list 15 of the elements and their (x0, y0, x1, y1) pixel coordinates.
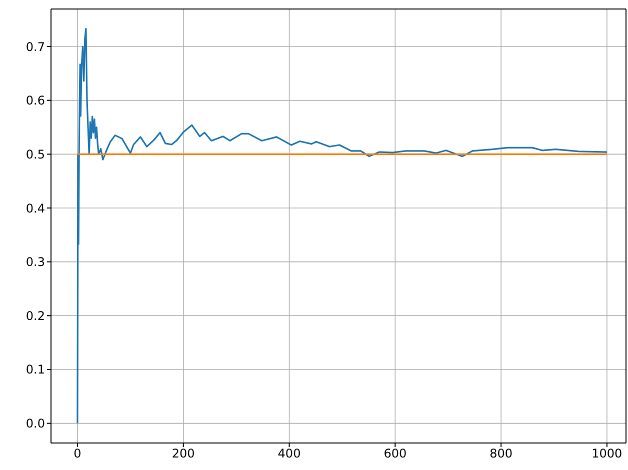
y-tick-label: 0.7 (26, 40, 45, 54)
y-tick-label: 0.4 (26, 201, 45, 216)
x-tick-label: 0 (74, 446, 82, 461)
x-tick-label: 1000 (592, 446, 622, 461)
y-tick-label: 0.5 (26, 147, 45, 162)
y-tick-label: 0.3 (26, 255, 45, 270)
y-tick-label: 0.1 (26, 362, 45, 377)
x-tick-label: 200 (172, 446, 195, 461)
y-tick-label: 0.6 (26, 94, 45, 108)
x-tick-label: 800 (490, 446, 512, 461)
line-series (76, 28, 608, 424)
x-tick-label: 600 (384, 446, 407, 461)
y-tick-label: 0.2 (26, 308, 45, 323)
y-tick-label: 0.0 (26, 416, 45, 431)
x-tick-label: 400 (278, 446, 301, 461)
